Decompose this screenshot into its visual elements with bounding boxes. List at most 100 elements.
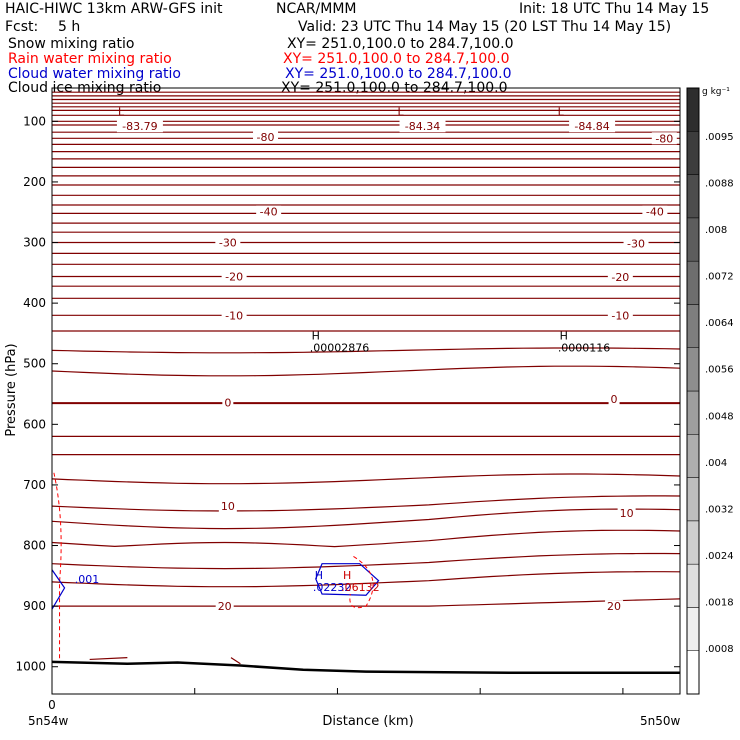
- field-xy-rain: XY= 251.0,100.0 to 284.7,100.0: [283, 51, 510, 67]
- extremum-marker: H: [312, 329, 320, 342]
- x-axis-label: Distance (km): [322, 714, 413, 729]
- extremum-marker: H: [343, 569, 351, 582]
- y-tick-label: 1000: [15, 660, 46, 674]
- contour-line: [51, 365, 681, 377]
- plot-frame: [51, 87, 681, 695]
- field-name-rain: Rain water mixing ratio: [8, 51, 172, 67]
- y-tick-label: 100: [23, 114, 46, 128]
- contour-label: -40: [646, 206, 664, 219]
- contour-label: 0: [224, 397, 231, 410]
- cloud-water-contour: [51, 569, 66, 610]
- contour-label: 20: [607, 600, 621, 613]
- extremum-marker: L: [558, 105, 565, 118]
- contour-labels: -83.79 -84.34 -84.84 -80 -80 -40 -40 -30 -30 -20 -…: [75, 105, 677, 613]
- contour-label-bg: [608, 392, 620, 405]
- contour-label: -84.84: [574, 120, 609, 133]
- forecast-hour: 5 h: [58, 19, 81, 35]
- valid-time: Valid: 23 UTC Thu 14 May 15 (20 LST Thu …: [298, 19, 672, 35]
- colorbar-tick-label: .0048: [705, 411, 734, 422]
- colorbar-tick-label: .0018: [705, 597, 734, 608]
- contour-label-bg: [215, 236, 241, 249]
- colorbar-bin: [686, 131, 700, 175]
- colorbar-tick-label: .0064: [705, 318, 734, 329]
- contour-label-bg: [222, 396, 234, 409]
- contour-label: 10: [620, 507, 634, 520]
- colorbar-frame: [686, 87, 700, 695]
- colorbar-bin: [686, 390, 700, 435]
- forecast-label: Fcst:: [5, 19, 39, 35]
- y-tick-label: 500: [23, 357, 46, 371]
- contour-label: -10: [225, 309, 243, 322]
- contour-line: [52, 598, 681, 607]
- colorbar-tick-label: .0088: [705, 179, 734, 190]
- contour-label: -80: [257, 131, 275, 144]
- contour-line: [51, 529, 681, 548]
- contour-label-bg: [642, 205, 668, 218]
- contour-label-bg: [253, 131, 279, 144]
- y-tick-label: 700: [23, 478, 46, 492]
- x-end-label: 5n54w: [28, 714, 69, 728]
- extremum-marker: L: [118, 105, 125, 118]
- contour-label-bg: [651, 132, 677, 145]
- contour-label-bg: [256, 205, 282, 218]
- colorbar-tick-label: .0095: [705, 132, 734, 143]
- rain-contour: [53, 472, 62, 661]
- contour-label-bg: [399, 120, 446, 133]
- contour-label: -20: [225, 270, 243, 283]
- colorbar-bin: [686, 347, 700, 392]
- contour-line: [89, 657, 128, 661]
- colorbar-unit: g kg⁻¹: [702, 87, 730, 97]
- init-time: Init: 18 UTC Thu 14 May 15: [519, 1, 710, 17]
- contour-label: -40: [260, 206, 278, 219]
- colorbar-bin: [686, 87, 700, 132]
- y-tick-label: 400: [23, 296, 46, 310]
- contour-label-bg: [218, 500, 237, 513]
- temperature-contours: [51, 91, 681, 675]
- y-axis-label: Pressure (hPa): [4, 343, 19, 436]
- extremum-marker: H: [560, 329, 568, 342]
- colorbar-bin: [686, 520, 700, 565]
- field-name-snow: Snow mixing ratio: [8, 36, 135, 52]
- contour-label: -30: [627, 238, 645, 251]
- colorbar-tick-label: .0024: [705, 551, 734, 562]
- contour-label-bg: [221, 309, 247, 322]
- colorbar-tick-label: .0072: [705, 272, 734, 283]
- colorbar-tick-label: .0032: [705, 504, 734, 515]
- contour-line: [230, 657, 241, 665]
- y-tick-label: 200: [23, 175, 46, 189]
- contour-label-bg: [623, 237, 649, 250]
- colorbar-bin: [686, 650, 700, 695]
- colorbar-bin: [686, 563, 700, 608]
- extremum-value: .001: [75, 573, 100, 586]
- field-xy-snow: XY= 251.0,100.0 to 284.7,100.0: [287, 36, 514, 52]
- colorbar-bin: [686, 217, 700, 262]
- cloud-water-contour: [315, 563, 380, 596]
- extremum-value: .02232: [313, 581, 352, 594]
- x-end-label: 5n50w: [640, 714, 681, 728]
- contour-label: -30: [219, 237, 237, 250]
- colorbar-bin: [686, 434, 700, 478]
- contour-line: [51, 508, 681, 530]
- contour-line: [51, 347, 681, 354]
- contour-label-bg: [607, 271, 633, 284]
- contour-label: -20: [611, 271, 629, 284]
- y-tick-label: 600: [23, 417, 46, 431]
- contour-label: -10: [611, 309, 629, 322]
- contour-line: [51, 571, 681, 588]
- contour-line: [51, 473, 681, 485]
- colorbar: g kg⁻¹ .0095 .0088 .008 .0072 .0064 .0056 .0048…: [686, 87, 734, 695]
- y-tick-label: 900: [23, 599, 46, 613]
- contour-label-bg: [221, 270, 247, 283]
- contour-label-bg: [617, 506, 636, 519]
- contour-label-bg: [116, 120, 163, 133]
- field-name-cloudwater: Cloud water mixing ratio: [8, 66, 181, 82]
- contour-label: 10: [221, 500, 235, 513]
- x-tick-label: 0: [48, 698, 56, 712]
- colorbar-bin: [686, 304, 700, 348]
- extremum-marker: L: [397, 105, 404, 118]
- extremum-value: .06132: [341, 581, 380, 594]
- contour-label: -84.34: [405, 120, 440, 133]
- extremum-value: .00002876: [310, 341, 370, 354]
